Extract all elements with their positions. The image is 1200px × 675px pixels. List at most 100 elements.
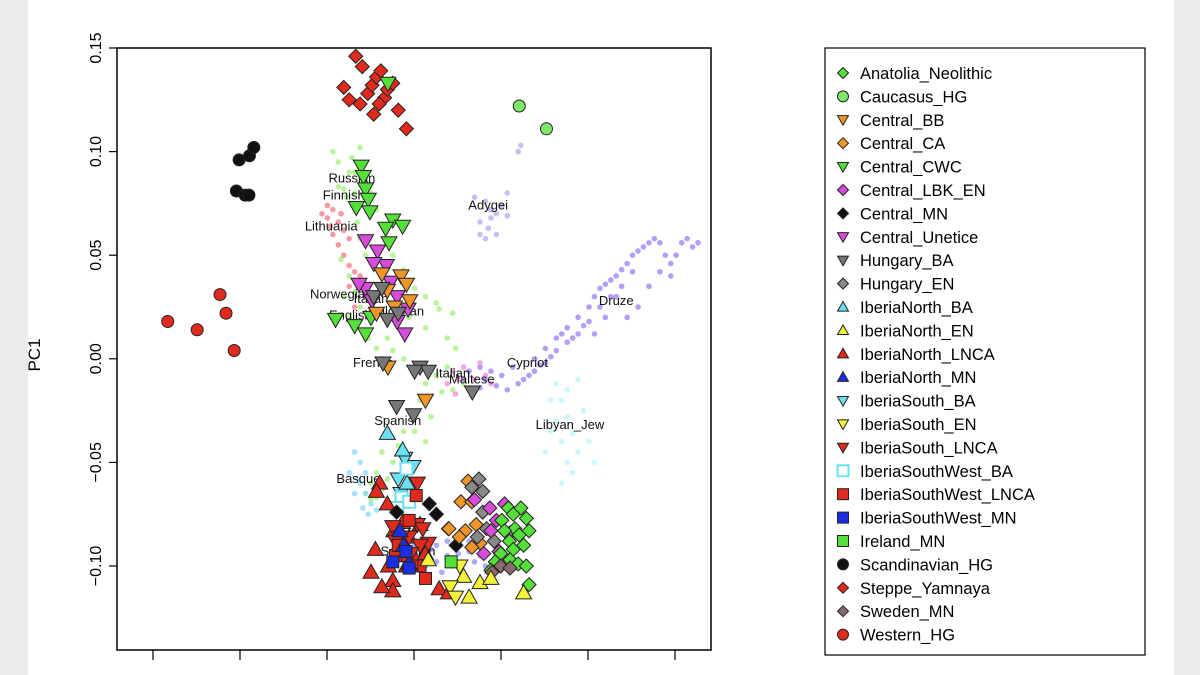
modern-sample-point bbox=[338, 256, 344, 263]
modern-sample-point bbox=[330, 148, 336, 155]
modern-sample-point bbox=[515, 380, 521, 387]
modern-sample-point bbox=[460, 376, 467, 383]
modern-sample-point bbox=[368, 480, 374, 486]
legend-marker bbox=[837, 558, 849, 571]
data-point bbox=[482, 569, 500, 585]
data-point bbox=[348, 48, 364, 64]
legend-label: Central_CWC bbox=[860, 159, 962, 177]
modern-sample-point bbox=[695, 239, 701, 246]
data-point bbox=[408, 476, 427, 493]
modern-sample-point bbox=[346, 469, 353, 476]
modern-sample-point bbox=[368, 501, 374, 507]
modern-sample-point bbox=[553, 418, 560, 424]
modern-sample-point bbox=[580, 322, 587, 329]
data-point bbox=[380, 236, 398, 252]
data-point bbox=[388, 290, 407, 306]
modern-sample-point bbox=[346, 314, 353, 321]
legend-label: Central_LBK_EN bbox=[860, 182, 986, 200]
legend-label: IberiaSouthWest_LNCA bbox=[860, 486, 1035, 504]
modern-sample-point bbox=[477, 231, 483, 238]
modern-sample-point bbox=[575, 449, 581, 455]
modern-sample-point bbox=[635, 304, 641, 310]
legend-entry: Central_Unetice bbox=[836, 229, 978, 247]
population-label: Basque bbox=[336, 471, 380, 486]
modern-sample-point bbox=[335, 184, 342, 190]
modern-sample-point bbox=[340, 252, 347, 258]
legend-marker bbox=[836, 323, 850, 336]
modern-sample-point bbox=[362, 469, 369, 476]
modern-sample-point bbox=[531, 368, 538, 375]
data-point bbox=[411, 538, 429, 555]
legend-entry: IberiaNorth_MN bbox=[836, 369, 976, 387]
data-point bbox=[395, 327, 414, 343]
modern-sample-point bbox=[340, 293, 347, 300]
modern-sample-point bbox=[362, 490, 369, 497]
modern-sample-point bbox=[493, 231, 500, 238]
modern-sample-point bbox=[613, 273, 620, 279]
modern-sample-point bbox=[449, 310, 456, 317]
modern-sample-point bbox=[400, 428, 407, 435]
data-point bbox=[441, 580, 459, 596]
series-central-mn bbox=[388, 496, 464, 553]
modern-sample-point bbox=[558, 397, 565, 404]
y-tick-label: 0.10 bbox=[88, 136, 105, 167]
pca-scatter-plot: 0.150.100.050.00−0.05−0.10 PC1 RussianFi… bbox=[28, 32, 1146, 660]
modern-sample-point bbox=[485, 225, 491, 232]
modern-sample-point bbox=[390, 459, 396, 466]
modern-sample-point bbox=[351, 449, 358, 455]
data-point bbox=[362, 563, 380, 579]
data-point bbox=[430, 579, 448, 596]
data-point bbox=[398, 474, 416, 490]
legend-marker bbox=[837, 535, 849, 547]
legend-entry: Western_HG bbox=[837, 627, 955, 645]
modern-sample-point bbox=[466, 368, 472, 375]
modern-sample-point bbox=[433, 372, 440, 379]
data-point bbox=[352, 96, 368, 112]
population-label: Norwegian bbox=[310, 287, 372, 302]
data-point bbox=[463, 385, 482, 401]
x-axis bbox=[152, 650, 676, 660]
modern-sample-point bbox=[373, 345, 380, 352]
modern-sample-point bbox=[591, 331, 598, 337]
data-point bbox=[326, 312, 345, 329]
data-point bbox=[402, 561, 416, 575]
modern-sample-point bbox=[504, 387, 511, 393]
data-point bbox=[389, 306, 408, 323]
modern-sample-point bbox=[351, 268, 358, 275]
modern-sample-point bbox=[433, 300, 440, 306]
modern-sample-point bbox=[335, 219, 342, 225]
legend-marker bbox=[836, 419, 850, 431]
modern-sample-point bbox=[564, 414, 570, 420]
population-label: Lithuania bbox=[305, 218, 359, 233]
modern-sample-point bbox=[586, 438, 592, 445]
modern-sample-point bbox=[618, 266, 625, 273]
data-point bbox=[466, 491, 483, 508]
data-point bbox=[475, 483, 491, 500]
legend-label: IberiaNorth_LNCA bbox=[860, 346, 995, 364]
series-central-cwc bbox=[326, 76, 412, 343]
modern-sample-point bbox=[602, 281, 609, 288]
modern-sample-point bbox=[324, 215, 331, 221]
series-scandinavian-hg bbox=[229, 140, 261, 202]
modern-sample-point bbox=[553, 347, 560, 354]
modern-sample-point bbox=[646, 283, 652, 290]
legend-label: IberiaSouth_EN bbox=[860, 416, 977, 434]
legend-label: Central_MN bbox=[860, 205, 948, 223]
modern-sample-point bbox=[542, 345, 549, 352]
legend-marker bbox=[837, 628, 849, 641]
modern-sample-point bbox=[346, 235, 353, 242]
legend-marker bbox=[836, 66, 850, 80]
data-point bbox=[213, 288, 227, 302]
legend-label: Central_CA bbox=[860, 135, 945, 153]
legend-label: Anatolia_Neolithic bbox=[860, 65, 992, 83]
modern-sample-point bbox=[362, 252, 369, 258]
modern-sample-point bbox=[564, 459, 570, 466]
modern-sample-point bbox=[482, 198, 489, 205]
data-point bbox=[345, 319, 364, 335]
y-tick-label: −0.10 bbox=[88, 546, 105, 587]
modern-sample-point bbox=[449, 368, 456, 375]
modern-sample-point bbox=[608, 293, 614, 300]
data-point bbox=[378, 494, 397, 511]
modern-sample-point bbox=[624, 260, 630, 267]
modern-sample-point bbox=[357, 304, 363, 310]
